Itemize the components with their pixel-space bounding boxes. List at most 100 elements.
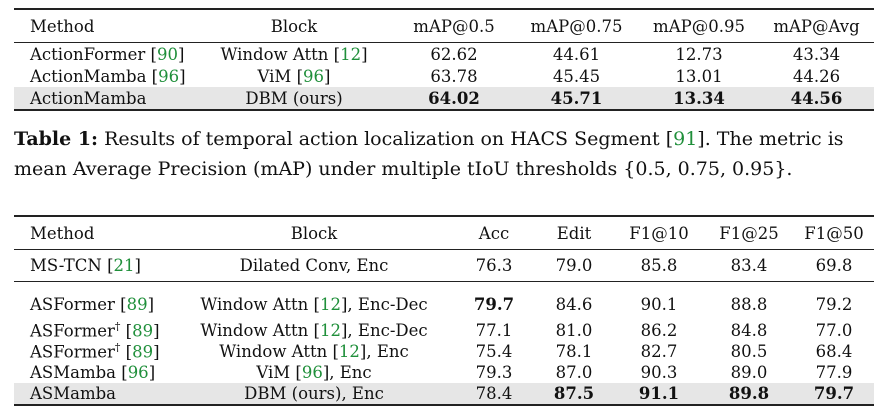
block-cell: Window Attn [12], Enc [219,342,409,361]
dagger-mark: † [114,320,121,334]
value-cell: 69.8 [815,256,853,275]
value-cell: 75.4 [475,342,513,361]
value-cell: 64.02 [394,87,514,111]
col-header-acc: Acc [454,215,534,250]
block-cell: DBM (ours), Enc [174,383,454,406]
method-cell: MS-TCN [21] [30,256,141,275]
col-header-map095: mAP@0.95 [639,8,759,43]
col-header-f1-25: F1@25 [704,215,794,250]
caption-text: . The metric is mean Average Precision (… [14,128,844,180]
table-1-caption: Table 1: Results of temporal action loca… [14,128,844,180]
citation-link[interactable]: 89 [132,342,154,362]
col-header-edit: Edit [534,215,614,250]
citation-link[interactable]: 12 [338,342,360,361]
caption-text: Results of temporal action localization … [104,128,660,150]
value-cell: 78.1 [555,342,593,361]
col-header-map075: mAP@0.75 [514,8,639,43]
table-row: ASFormer† [89] Window Attn [12], Enc 75.… [14,341,874,362]
value-cell: 77.9 [815,363,853,382]
table-header-row: Method Block Acc Edit F1@10 F1@25 F1@50 [14,215,874,250]
value-cell: 85.8 [640,256,678,275]
value-cell: 12.73 [675,44,723,64]
value-cell: 63.78 [430,66,478,86]
value-cell: 13.01 [675,66,723,86]
table-2: Method Block Acc Edit F1@10 F1@25 F1@50 … [14,215,874,406]
value-cell: 45.45 [552,66,601,86]
table-row: ASMamba [96] ViM [96], Enc 79.3 87.0 90.… [14,362,874,383]
block-cell: Window Attn [12] [220,44,368,64]
value-cell: 89.8 [704,383,794,406]
col-header-f1-50: F1@50 [794,215,874,250]
citation-link[interactable]: 12 [319,321,341,340]
value-cell: 87.0 [555,363,593,382]
value-cell: 90.3 [640,363,678,382]
block-cell: DBM (ours) [194,87,394,111]
citation-link[interactable]: 21 [113,256,135,275]
table-header-row: Method Block mAP@0.5 mAP@0.75 mAP@0.95 m… [14,8,874,43]
value-cell: 79.3 [475,363,513,382]
value-cell: 13.34 [639,87,759,111]
block-cell: Window Attn [12], Enc-Dec [174,281,454,320]
table-row-highlighted: ASMamba DBM (ours), Enc 78.4 87.5 91.1 8… [14,383,874,406]
citation-link[interactable]: 96 [158,66,180,86]
table-1: Method Block mAP@0.5 mAP@0.75 mAP@0.95 m… [14,8,874,111]
value-cell: 79.2 [794,281,874,320]
citation-link[interactable]: 90 [156,44,178,64]
value-cell: 44.26 [792,66,841,86]
block-cell: Dilated Conv, Enc [239,256,389,275]
value-cell: 80.5 [730,342,768,361]
value-cell: 44.61 [552,44,601,64]
table-row-highlighted: ActionMamba DBM (ours) 64.02 45.71 13.34… [14,87,874,111]
caption-label: Table 1: [14,128,99,150]
value-cell: 81.0 [555,321,593,340]
col-header-block: Block [174,215,454,250]
value-cell: 91.1 [614,383,704,406]
block-cell: ViM [96], Enc [256,363,372,382]
value-cell: 84.6 [534,281,614,320]
citation-link[interactable]: 96 [127,363,149,382]
method-cell: ActionMamba [14,87,194,111]
table-row: ASFormer [89] Window Attn [12], Enc-Dec … [14,281,874,320]
block-cell: ViM [96] [257,66,331,86]
value-cell: 44.56 [759,87,874,111]
dagger-mark: † [114,341,121,355]
col-header-method: Method [14,215,174,250]
value-cell: 79.7 [454,281,534,320]
method-cell: ActionMamba [96] [30,66,186,86]
value-cell: 87.5 [534,383,614,406]
table-row: ActionMamba [96] ViM [96] 63.78 45.45 13… [14,65,874,87]
method-cell: ASFormer [89] [14,281,174,320]
value-cell: 82.7 [640,342,678,361]
method-cell: ActionFormer [90] [30,44,185,64]
table-row: ActionFormer [90] Window Attn [12] 62.62… [14,43,874,66]
method-cell: ASFormer† [89] [30,341,160,362]
citation-link[interactable]: 12 [319,294,341,314]
value-cell: 83.4 [730,256,768,275]
col-header-method: Method [14,8,194,43]
value-cell: 76.3 [475,256,513,275]
value-cell: 77.1 [475,321,513,340]
citation-link[interactable]: 89 [126,294,148,314]
value-cell: 86.2 [640,321,678,340]
col-header-mapavg: mAP@Avg [759,8,874,43]
method-cell: ASMamba [96] [30,363,156,382]
value-cell: 89.0 [730,363,768,382]
citation-link[interactable]: 12 [340,44,362,64]
col-header-block: Block [194,8,394,43]
citation-link[interactable]: 91 [673,128,698,150]
value-cell: 78.4 [454,383,534,406]
citation-link[interactable]: 96 [303,66,325,86]
citation-link[interactable]: 89 [132,321,154,341]
value-cell: 84.8 [730,321,768,340]
value-cell: 79.0 [555,256,593,275]
value-cell: 79.7 [794,383,874,406]
value-cell: 77.0 [815,321,853,340]
table-row: ASFormer† [89] Window Attn [12], Enc-Dec… [14,320,874,341]
value-cell: 62.62 [430,44,478,64]
citation-link[interactable]: 96 [301,363,323,382]
block-cell: Window Attn [12], Enc-Dec [200,321,428,340]
value-cell: 45.71 [514,87,639,111]
col-header-map05: mAP@0.5 [394,8,514,43]
value-cell: 43.34 [792,44,841,64]
